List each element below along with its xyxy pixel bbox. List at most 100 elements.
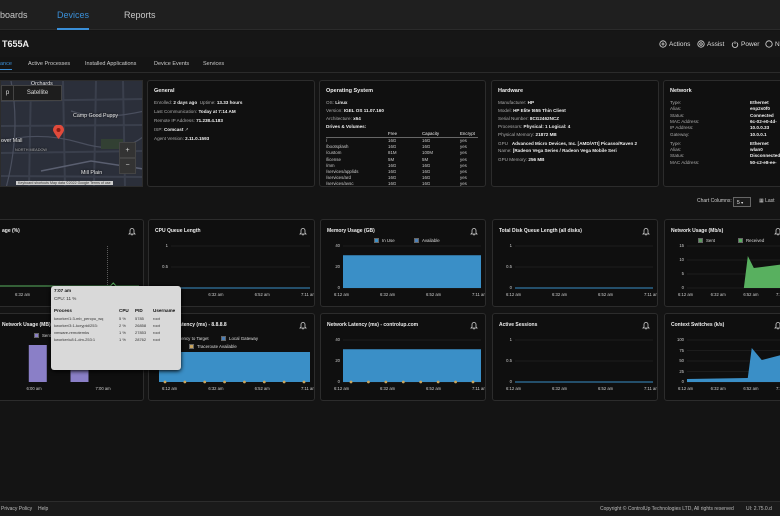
x-tick-label: 6:32 am (380, 386, 396, 391)
legend-label: Sent (706, 238, 716, 243)
y-tick-label: 0 (509, 285, 512, 290)
network-field-label: IP Address: (670, 125, 694, 131)
chart-plot (343, 245, 481, 289)
subtab-device-events[interactable]: Device Events (154, 61, 190, 67)
nav-tab-reports[interactable]: Reports (124, 10, 156, 20)
actions-button[interactable]: Actions (659, 40, 690, 48)
x-tick-label: 7:11 (776, 292, 780, 297)
drive-cell: 16G (388, 181, 397, 187)
legend-item[interactable]: Sent (698, 238, 715, 243)
chart-c4: Total Disk Queue Length (all disks) 1 0.5 0… (492, 219, 658, 307)
top-navigation: boards Devices Reports (0, 0, 780, 30)
uptime-label: Uptime: (199, 100, 216, 105)
zoom-in-button[interactable]: + (119, 142, 136, 158)
drive-cell: 16G (388, 144, 397, 150)
bell-icon[interactable] (641, 320, 651, 330)
bell-icon[interactable] (641, 226, 651, 236)
chart-title: Total Disk Queue Length (all disks) (499, 228, 582, 234)
os-version-value: IGEL OS 11.07.160 (343, 108, 384, 113)
tooltip-cell: 5785 (135, 316, 144, 321)
drive-cell: 16G (422, 169, 431, 174)
bell-icon[interactable] (773, 226, 780, 236)
subtab-active-processes[interactable]: Active Processes (28, 61, 71, 67)
external-link-icon[interactable]: ↗ (184, 127, 189, 132)
chart-c8: Network Latency (ms) - controlup.com 40 20… (320, 313, 486, 401)
bell-icon[interactable] (469, 320, 479, 330)
chart-plot (343, 339, 481, 384)
architecture-value: x64 (353, 116, 361, 121)
zoom-out-button[interactable]: − (119, 158, 136, 174)
tooltip-process: kworker/3:1-kcryptd/253: (54, 323, 98, 328)
gpu-value: Advanced Micro Devices, Inc. [AMD/ATI] P… (511, 141, 638, 146)
tooltip-cell: 27853 (135, 330, 147, 335)
tooltip-cell: 28762 (135, 337, 147, 342)
y-tick-label: 50 (679, 358, 684, 363)
chart-plot (171, 245, 310, 289)
help-link[interactable]: Help (38, 506, 49, 512)
tooltip-process: kworker/u8:1-dm-253:1 (54, 337, 96, 342)
x-tick-label: 6:12 am (678, 292, 694, 297)
bell-icon[interactable] (127, 226, 137, 236)
more-circle-icon (765, 40, 773, 48)
legend-item[interactable]: Local Gateway (221, 336, 258, 341)
map-type-satellite-button[interactable]: Satellite (14, 85, 62, 101)
tooltip-cell: root (153, 316, 160, 321)
nav-tab-dashboards[interactable]: boards (0, 10, 28, 20)
x-tick-label: 7:11 am (644, 292, 658, 297)
power-button[interactable]: Power (731, 40, 759, 48)
legend-item[interactable]: Available (414, 238, 440, 243)
legend-item[interactable]: Received (738, 238, 764, 243)
legend-item[interactable]: Traceroute Available (189, 344, 237, 349)
subtab-services[interactable]: Services (203, 61, 225, 67)
map-type-map-button[interactable]: p (1, 85, 14, 101)
nav-tab-devices[interactable]: Devices (57, 0, 90, 30)
more-button[interactable]: N (765, 40, 780, 48)
bell-icon[interactable] (469, 226, 479, 236)
tooltip-header-username: Username (153, 308, 176, 313)
map-label-camp-good-puppy: Camp Good Puppy (73, 113, 119, 119)
operating-system-card: Operating System OS: Linux Version: IGEL… (319, 80, 486, 187)
y-tick-label: 15 (679, 243, 684, 248)
chart-columns-select[interactable]: 5 ▾ (733, 197, 751, 207)
x-tick-label: 6:52 am (743, 386, 759, 391)
legend-label: Sent (42, 333, 52, 338)
agent-version-label: Agent Version: (154, 136, 184, 141)
chart-title: Network Usage (MB) (2, 322, 51, 328)
subtab-overview[interactable]: ance (0, 61, 12, 70)
model-label: Model: (498, 108, 512, 113)
legend-item[interactable]: Sent (34, 333, 51, 338)
processors-value: Physical: 1 Logical: 4 (523, 124, 571, 129)
os-label: OS: (326, 100, 334, 105)
network-field-label: Type: (670, 140, 682, 146)
device-location-map[interactable]: p Satellite Orchards Camp Good Puppy ove… (0, 80, 143, 187)
bell-icon[interactable] (298, 226, 308, 236)
drive-cell: 100M (422, 150, 433, 156)
x-tick-label: 7:11 am (301, 386, 315, 391)
gpu-memory-label: GPU Memory: (498, 157, 528, 162)
os-title: Operating System (326, 88, 374, 94)
tooltip-header-process: Process (54, 308, 72, 313)
drive-cell: 16G (422, 181, 431, 187)
traceroute-point (203, 380, 207, 384)
bell-icon[interactable] (298, 320, 308, 330)
y-tick-label: 1 (509, 243, 512, 248)
privacy-policy-link[interactable]: Privacy Policy (1, 506, 33, 512)
bar-6am (28, 345, 47, 382)
chart-columns-label: Chart Columns: (697, 198, 732, 204)
x-tick-label: 7:11 am (301, 292, 315, 297)
calendar-icon: ▦ (759, 198, 764, 204)
time-range-selector[interactable]: ▦ Last (759, 198, 775, 204)
map-attribution: Keyboard shortcuts Map data ©2022 Google… (16, 181, 113, 185)
assist-button[interactable]: Assist (697, 40, 724, 48)
y-tick-label: 40 (335, 243, 340, 248)
subtab-installed-applications[interactable]: Installed Applications (85, 61, 137, 67)
traceroute-point (384, 380, 388, 384)
legend-swatch (738, 238, 743, 243)
lifebuoy-icon (697, 40, 705, 48)
bell-icon[interactable] (773, 320, 780, 330)
legend-item[interactable]: In Use (374, 238, 395, 243)
map-label-north-meadow: NORTH MEADOW (15, 148, 47, 152)
x-tick-label: 7:11 am (644, 386, 658, 391)
y-tick-label: 0 (337, 285, 340, 290)
chart-plot (515, 339, 653, 383)
